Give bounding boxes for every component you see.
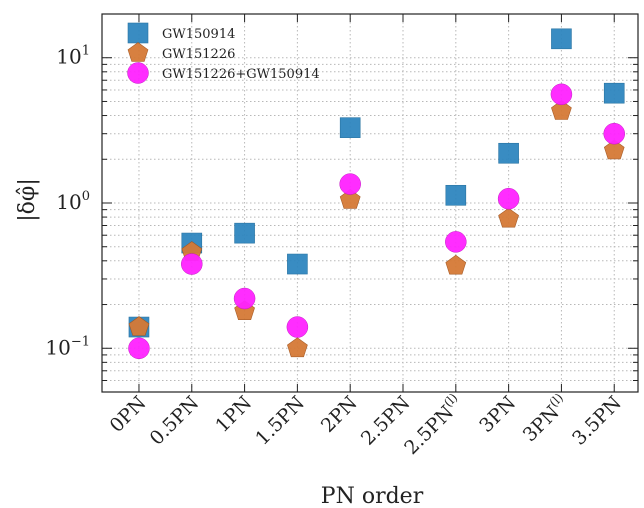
data-point [339,173,361,195]
x-tick-label: 3.5PN [568,392,626,450]
x-axis-label: PN order [321,484,424,508]
legend-label: GW151226+GW150914 [162,67,320,82]
x-tick-label: 1.5PN [251,392,309,450]
x-tick-label: 3PN [475,392,520,437]
x-tick-label: 2PN [317,392,362,437]
data-point [445,184,467,206]
legend-label: GW150914 [162,27,235,42]
data-point [128,316,150,336]
data-point [339,117,361,138]
x-tick-label: 2.5PN(l) [399,391,467,459]
y-tick-label: 100 [56,189,90,214]
legend-marker [127,62,149,84]
data-point [445,231,467,253]
data-point [287,337,308,358]
data-point [233,287,256,310]
data-point [234,222,255,244]
data-point [339,189,361,209]
data-marks [128,28,625,360]
series-1 [128,100,625,358]
data-point [497,187,520,210]
data-point [603,82,625,104]
data-point [286,316,309,338]
data-point [551,100,572,120]
y-axis-ticks: 10−1 100 101 [45,13,638,393]
y-tick-label: 101 [56,44,90,69]
y-axis-label: |δφ̂| [15,178,40,221]
legend-label: GW151226 [162,47,235,62]
data-point [287,253,308,275]
x-tick-label: 1PN [211,392,256,437]
data-point [498,142,519,164]
data-point [128,337,150,360]
x-tick-label: 3PN(l) [517,391,573,447]
legend-marker [127,42,149,62]
x-tick-label: 0PN [106,392,151,437]
data-point [551,28,572,50]
data-point [445,254,467,275]
y-tick-label: 10−1 [45,334,90,359]
x-tick-label: 0.5PN [146,392,204,450]
legend-marker [127,22,149,44]
data-point [498,207,519,228]
data-point [603,122,625,145]
data-point [181,253,203,275]
legend: GW150914 GW151226 GW151226+GW150914 [127,22,320,84]
data-point [603,139,625,160]
series-2 [128,83,625,360]
data-point [550,83,573,106]
